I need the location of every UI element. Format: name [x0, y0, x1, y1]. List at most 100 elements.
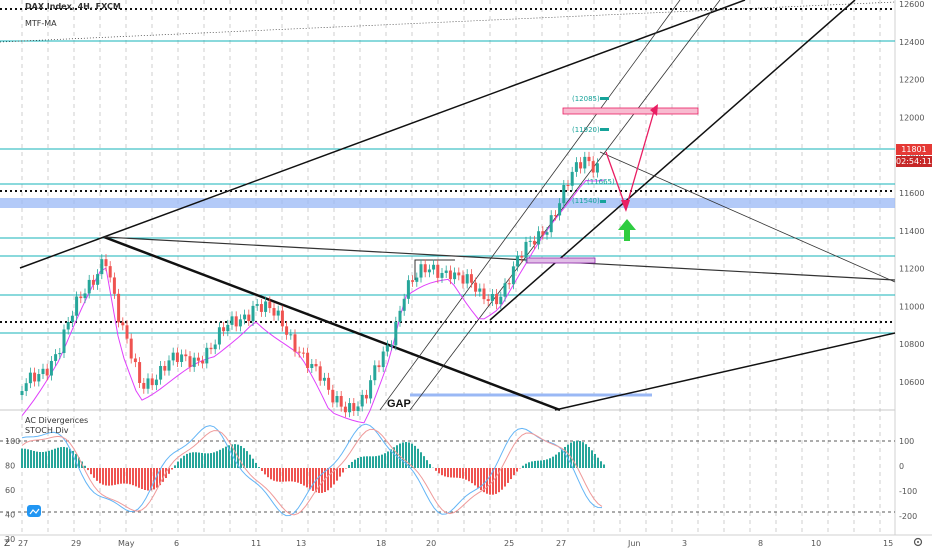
price-axis[interactable]: 12600 12400 12200 12000 11800 11600 11400 11200…: [899, 0, 924, 387]
time-axis[interactable]: 27 29 May 6 11 13 18 20 25 27 Jun 3 8 10 15: [18, 539, 893, 548]
osc-bar: [63, 446, 65, 468]
osc-bar: [264, 468, 266, 475]
price-tick: 12600: [899, 0, 924, 9]
time-tick: Jun: [627, 539, 641, 548]
osc-bar: [36, 451, 38, 468]
osc-bar: [429, 464, 431, 468]
green-up-arrow-icon: [618, 219, 636, 241]
candle-body: [306, 352, 310, 368]
moving-averages: [21, 179, 605, 424]
osc-bar: [210, 453, 212, 468]
osc-bar: [405, 442, 407, 468]
candle-body: [537, 231, 541, 245]
zoom-icon[interactable]: Z: [4, 539, 10, 549]
trend-lines[interactable]: [19, 0, 896, 412]
time-tick: 3: [682, 539, 687, 548]
candle-body: [96, 274, 100, 285]
osc-bar: [105, 468, 107, 486]
candle-body: [457, 272, 461, 276]
osc-bar: [372, 456, 374, 468]
osc-bar: [195, 452, 197, 468]
candle-body: [264, 301, 268, 312]
candle-body: [406, 280, 410, 299]
candle-body: [20, 391, 24, 395]
osc-bar: [117, 468, 119, 485]
candle-body: [427, 269, 431, 273]
osc-bar: [279, 468, 281, 482]
candle-body: [541, 231, 545, 235]
candle-body: [520, 255, 524, 258]
candle-body: [238, 319, 242, 327]
candle-body: [217, 327, 221, 345]
candle-body: [289, 334, 293, 336]
candle-body: [331, 389, 335, 403]
osc-bar: [387, 451, 389, 468]
price-level-lines: [0, 1, 896, 397]
target-box: [562, 107, 699, 115]
candle-body: [259, 304, 263, 312]
candle-body: [251, 305, 255, 321]
osc-bar: [348, 464, 350, 468]
candle-body: [490, 293, 494, 301]
osc-bar: [342, 468, 344, 473]
osc-bar: [21, 448, 23, 468]
candle-body: [360, 394, 364, 407]
candle-body: [209, 347, 213, 350]
projection-annotations[interactable]: [526, 104, 699, 264]
candle-body: [444, 270, 448, 273]
candle-body: [528, 240, 532, 242]
osc-bar: [435, 468, 437, 471]
osc-bar: [516, 468, 518, 472]
sub-indicator-label-2[interactable]: STOCH Div: [25, 426, 69, 435]
candle-body: [419, 264, 423, 278]
osc-bar: [222, 448, 224, 468]
osc-bar: [252, 458, 254, 468]
candle-body: [356, 406, 360, 411]
candle-body: [507, 283, 511, 285]
main-indicator-label[interactable]: MTF-MA: [25, 19, 57, 28]
osc-bar: [378, 455, 380, 468]
candle-body: [285, 326, 289, 335]
osc-bar: [444, 468, 446, 477]
price-tick: 11000: [899, 302, 924, 311]
candle-body: [268, 301, 272, 309]
time-tick: 29: [71, 539, 81, 548]
candle-body: [532, 240, 536, 245]
osc-bar: [180, 458, 182, 468]
osc-bar: [87, 468, 89, 471]
osc-bar: [546, 459, 548, 468]
oscillator-pane[interactable]: [0, 423, 895, 517]
osc-bar: [294, 468, 296, 482]
sub-indicator-label-1[interactable]: AC Divergences: [25, 416, 89, 425]
candle-body: [482, 288, 486, 300]
osc-bar: [501, 468, 503, 490]
time-tick: 27: [18, 539, 28, 548]
osc-bar: [576, 440, 578, 468]
osc-bar: [498, 468, 500, 493]
candle-body: [125, 325, 129, 339]
osc-bar: [69, 448, 71, 468]
candle-body: [348, 403, 352, 413]
candle-body: [293, 334, 297, 352]
candle-body: [432, 264, 436, 270]
time-tick: May: [118, 539, 135, 548]
osc-bar: [363, 456, 365, 468]
candle-body: [276, 310, 280, 316]
price-tick: 11200: [899, 265, 924, 274]
candle-body: [205, 347, 209, 364]
candle-body: [465, 274, 469, 284]
candlesticks: [20, 151, 599, 418]
candle-body: [222, 327, 226, 332]
osc-bar: [561, 449, 563, 468]
candle-body: [322, 377, 326, 381]
osc-bar: [600, 461, 602, 468]
candle-body: [83, 293, 87, 299]
osc-bar: [543, 460, 545, 468]
candle-body: [553, 215, 557, 217]
osc-bar: [255, 462, 257, 468]
osc-bar: [228, 445, 230, 468]
candle-body: [335, 396, 339, 403]
gear-icon[interactable]: [913, 537, 923, 547]
candle-body: [133, 358, 137, 363]
